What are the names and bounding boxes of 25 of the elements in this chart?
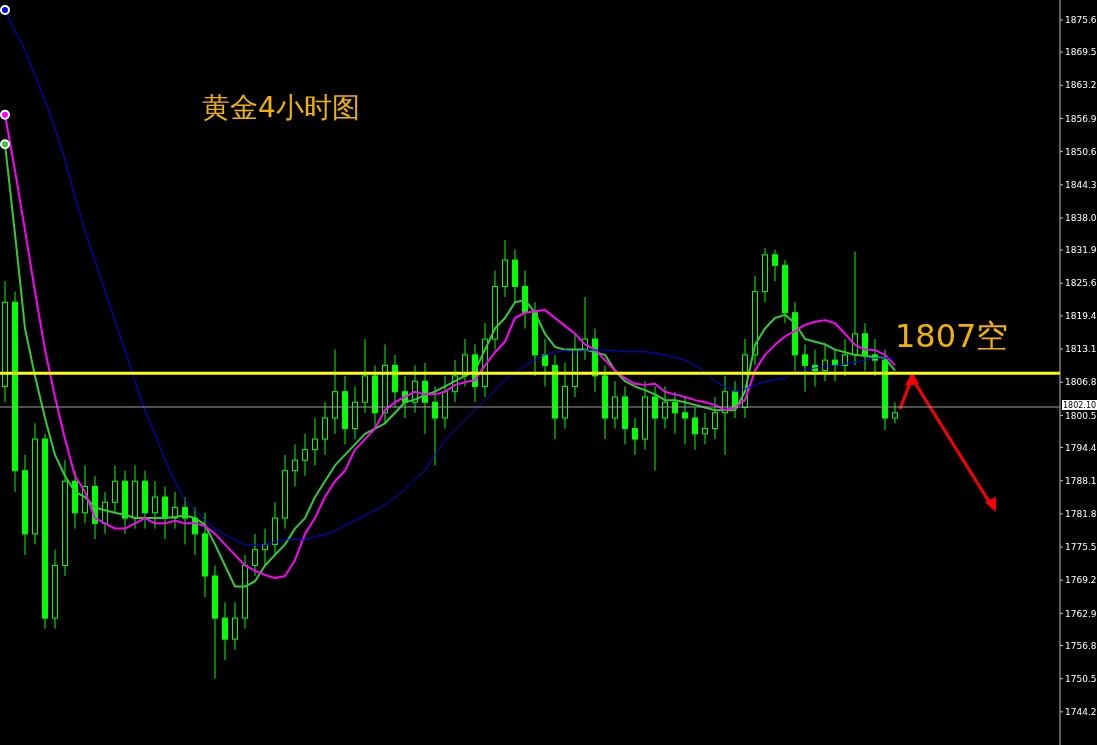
y-tick-label: 1788.1 [1065, 475, 1097, 486]
y-tick-label: 1813.1 [1065, 344, 1097, 355]
y-tick-label: 1775.5 [1065, 542, 1097, 553]
y-tick-label: 1838.0 [1065, 213, 1097, 224]
y-tick-label: 1856.9 [1065, 113, 1097, 124]
y-tick-label: 1762.9 [1065, 608, 1097, 619]
y-tick-label: 1781.8 [1065, 509, 1097, 520]
y-tick-label: 1844.3 [1065, 180, 1097, 190]
y-tick-label: 1769.2 [1065, 575, 1097, 586]
y-tick-label: 1875.6 [1065, 15, 1097, 26]
y-tick-label: 1744.2 [1065, 707, 1097, 718]
annotation: 1807空 [895, 317, 1009, 355]
y-tick-label: 1750.5 [1065, 673, 1097, 684]
y-tick-label: 1869.5 [1065, 47, 1097, 58]
y-tick-label: 1831.9 [1065, 245, 1097, 256]
y-tick-label: 1819.4 [1065, 311, 1097, 322]
y-tick-label: 1756.8 [1065, 640, 1097, 651]
y-tick-label: 1825.6 [1065, 278, 1097, 289]
y-tick-label: 1850.6 [1065, 146, 1097, 157]
y-tick-label: 1800.5 [1065, 410, 1097, 421]
ref-line-label: 1802.10 [1063, 400, 1097, 410]
text: 黄金4小时图 [202, 91, 360, 124]
y-tick-label: 1806.8 [1065, 377, 1097, 388]
y-tick-label: 1863.2 [1065, 80, 1097, 91]
y-tick-label: 1794.4 [1065, 442, 1097, 453]
